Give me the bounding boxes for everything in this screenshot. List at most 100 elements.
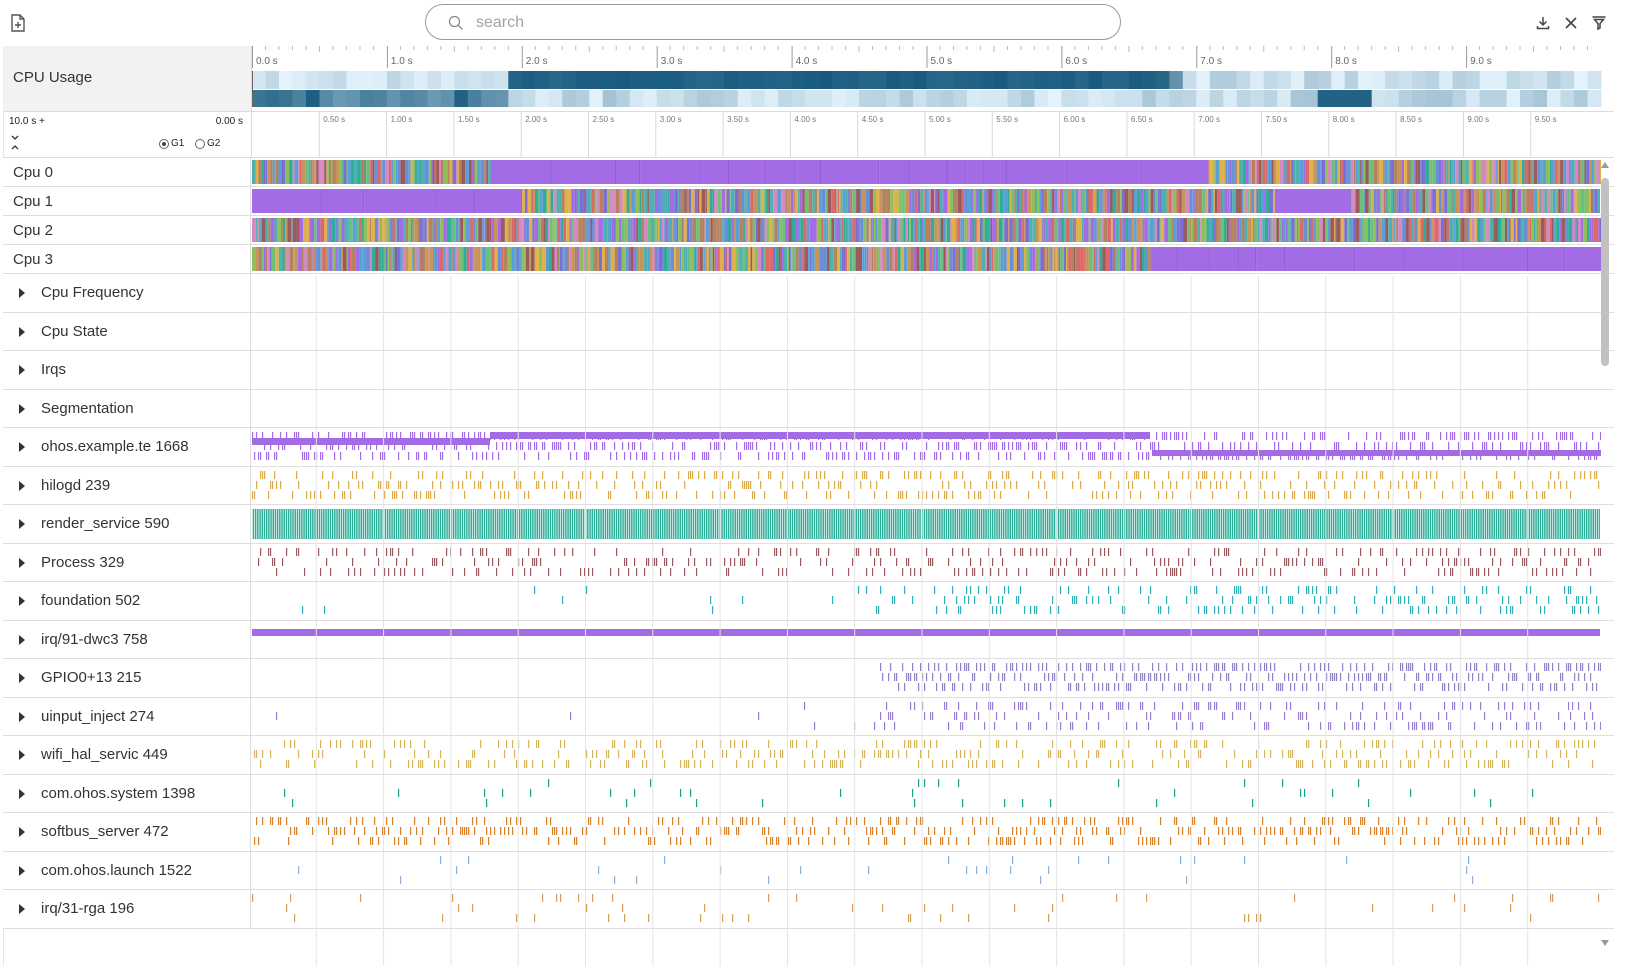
expand-arrow-icon[interactable] xyxy=(19,365,25,376)
expand-arrow-icon[interactable] xyxy=(19,596,25,607)
collapse-expand-icon[interactable] xyxy=(10,131,20,153)
scroll-down-icon[interactable] xyxy=(1601,940,1609,946)
track-row-group-0[interactable]: Cpu Frequency xyxy=(3,274,1614,313)
close-trace-icon[interactable] xyxy=(1563,15,1579,31)
track-label-cell: GPIO0+13 215 xyxy=(3,659,251,697)
track-lane[interactable] xyxy=(252,890,1601,928)
expand-arrow-icon[interactable] xyxy=(19,557,25,568)
expand-arrow-icon[interactable] xyxy=(19,827,25,838)
track-lane[interactable] xyxy=(252,245,1601,273)
track-label: com.ohos.launch 1522 xyxy=(41,861,192,879)
track-lane[interactable] xyxy=(252,505,1601,543)
track-label: uinput_inject 274 xyxy=(41,707,155,725)
expand-arrow-icon[interactable] xyxy=(19,403,25,414)
scroll-thumb[interactable] xyxy=(1601,178,1609,366)
ruler-tick-label: 3.50 s xyxy=(727,115,749,124)
track-row-process-4[interactable]: foundation 502 xyxy=(3,582,1614,621)
track-label-cell: render_service 590 xyxy=(3,505,251,543)
radio-g1[interactable] xyxy=(159,139,169,149)
expand-arrow-icon[interactable] xyxy=(19,673,25,684)
track-row-cpu-1[interactable]: Cpu 1 xyxy=(3,187,1614,216)
track-row-group-1[interactable]: Cpu State xyxy=(3,312,1614,351)
track-row-group-2[interactable]: Irqs xyxy=(3,351,1614,390)
time-ruler[interactable]: 0.50 s 1.00 s 1.50 s 2.00 s 2.50 s 3.00 s 3.50… xyxy=(252,112,1614,157)
search-input[interactable] xyxy=(474,11,1078,35)
track-label: Cpu 1 xyxy=(13,192,54,210)
expand-arrow-icon[interactable] xyxy=(19,904,25,915)
track-label: render_service 590 xyxy=(41,515,170,533)
track-lane[interactable] xyxy=(252,467,1601,505)
track-lane[interactable] xyxy=(252,659,1601,697)
track-lane[interactable] xyxy=(252,582,1601,620)
expand-arrow-icon[interactable] xyxy=(19,634,25,645)
cpu-usage-label: CPU Usage xyxy=(13,69,93,86)
track-label: ohos.example.te 1668 xyxy=(41,438,189,456)
track-lane[interactable] xyxy=(252,736,1601,774)
expand-arrow-icon[interactable] xyxy=(19,442,25,453)
expand-arrow-icon[interactable] xyxy=(19,788,25,799)
expand-arrow-icon[interactable] xyxy=(19,326,25,337)
track-label-cell: irq/31-rga 196 xyxy=(3,890,251,928)
filter-icon[interactable] xyxy=(1591,15,1607,31)
track-row-group-3[interactable]: Segmentation xyxy=(3,389,1614,428)
track-row-process-1[interactable]: hilogd 239 xyxy=(3,466,1614,505)
overview-tick-label: 5.0 s xyxy=(931,56,953,67)
track-lane[interactable] xyxy=(252,775,1601,813)
track-label-cell: Process 329 xyxy=(3,543,251,581)
track-lane[interactable] xyxy=(252,390,1601,428)
track-row-process-2[interactable]: render_service 590 xyxy=(3,505,1614,544)
track-row-process-8[interactable]: wifi_hal_servic 449 xyxy=(3,736,1614,775)
track-lane[interactable] xyxy=(252,428,1601,466)
cpu-usage-overview[interactable]: 0.0 s 1.0 s 2.0 s 3.0 s 4.0 s 5.0 s 6.0 s 7.0 s… xyxy=(252,46,1614,111)
track-label-cell: Cpu Frequency xyxy=(3,274,251,312)
download-icon[interactable] xyxy=(1535,15,1551,31)
open-file-icon[interactable] xyxy=(8,13,28,33)
track-row-cpu-0[interactable]: Cpu 0 xyxy=(3,158,1614,187)
scroll-up-icon[interactable] xyxy=(1601,162,1609,168)
track-label: Cpu State xyxy=(41,322,108,340)
ruler-tick-label: 5.00 s xyxy=(929,115,951,124)
track-label: Cpu 3 xyxy=(13,250,54,268)
track-row-cpu-3[interactable]: Cpu 3 xyxy=(3,245,1614,274)
overview-tick-label: 0.0 s xyxy=(256,56,278,67)
track-lane[interactable] xyxy=(252,852,1601,890)
track-row-process-3[interactable]: Process 329 xyxy=(3,543,1614,582)
time-ruler-row: 10.0 s + 0.00 s G1 G2 0.50 s 1.00 s 1.50 s… xyxy=(3,112,1614,158)
time-control: 10.0 s + 0.00 s G1 G2 xyxy=(3,112,252,157)
expand-arrow-icon[interactable] xyxy=(19,750,25,761)
track-lane[interactable] xyxy=(252,158,1601,186)
track-label: com.ohos.system 1398 xyxy=(41,784,196,802)
track-row-process-9[interactable]: com.ohos.system 1398 xyxy=(3,774,1614,813)
expand-arrow-icon[interactable] xyxy=(19,480,25,491)
track-label-cell: Irqs xyxy=(3,351,251,389)
track-row-process-7[interactable]: uinput_inject 274 xyxy=(3,697,1614,736)
expand-arrow-icon[interactable] xyxy=(19,711,25,722)
track-lane[interactable] xyxy=(252,274,1601,312)
track-lane[interactable] xyxy=(252,351,1601,389)
track-lane[interactable] xyxy=(252,698,1601,736)
track-row-process-5[interactable]: irq/91-dwc3 758 xyxy=(3,620,1614,659)
track-lane[interactable] xyxy=(252,313,1601,351)
track-row-process-0[interactable]: ohos.example.te 1668 xyxy=(3,428,1614,467)
track-lane[interactable] xyxy=(252,544,1601,582)
track-row-process-6[interactable]: GPIO0+13 215 xyxy=(3,659,1614,698)
track-label: foundation 502 xyxy=(41,592,141,610)
expand-arrow-icon[interactable] xyxy=(19,519,25,530)
track-lane[interactable] xyxy=(252,216,1601,244)
ruler-tick-label: 6.50 s xyxy=(1131,115,1153,124)
radio-g2-label: G2 xyxy=(207,138,221,149)
track-lane[interactable] xyxy=(252,187,1601,215)
time-offset: 0.00 s xyxy=(215,116,243,127)
track-row-process-10[interactable]: softbus_server 472 xyxy=(3,813,1614,852)
radio-g2[interactable] xyxy=(195,139,205,149)
expand-arrow-icon[interactable] xyxy=(19,865,25,876)
track-row-process-11[interactable]: com.ohos.launch 1522 xyxy=(3,851,1614,890)
track-row-process-12[interactable]: irq/31-rga 196 xyxy=(3,890,1614,929)
track-lane[interactable] xyxy=(252,813,1601,851)
track-row-cpu-2[interactable]: Cpu 2 xyxy=(3,216,1614,245)
track-lane[interactable] xyxy=(252,621,1601,659)
search-bar[interactable] xyxy=(425,4,1121,40)
expand-arrow-icon[interactable] xyxy=(19,288,25,299)
ruler-tick-label: 0.50 s xyxy=(323,115,345,124)
vertical-scrollbar[interactable] xyxy=(1598,158,1612,954)
